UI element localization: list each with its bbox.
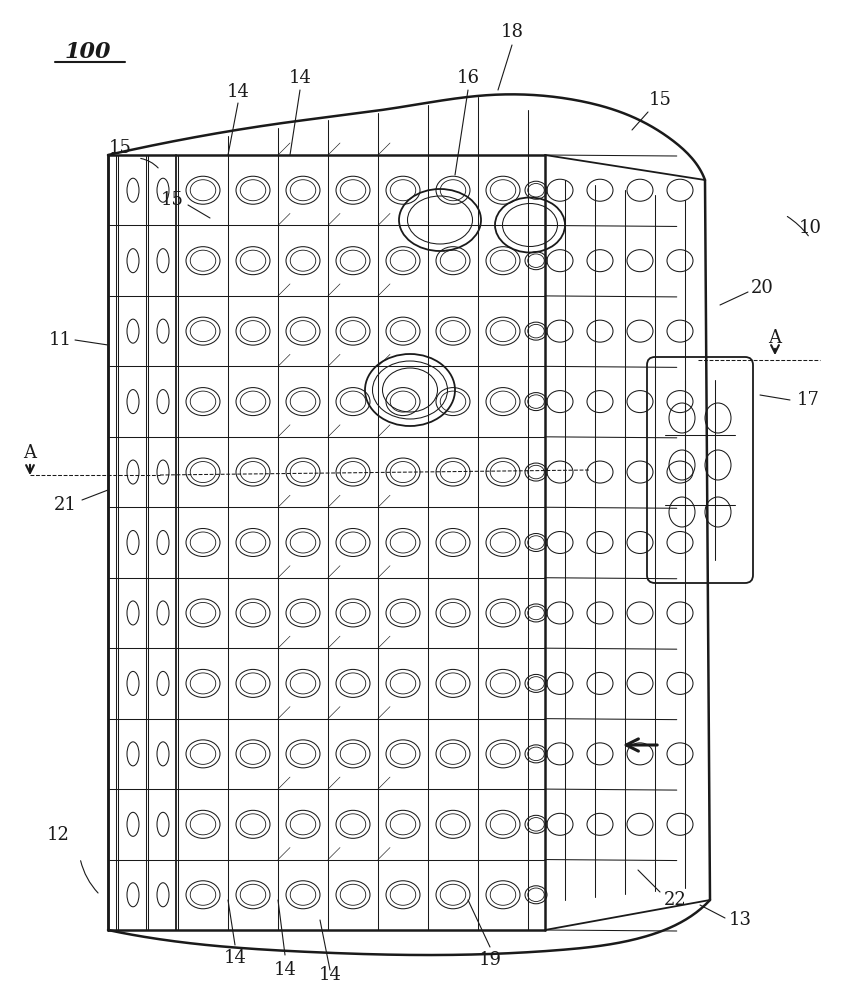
Text: 10: 10 [799, 219, 821, 237]
Text: 17: 17 [796, 391, 819, 409]
Text: A: A [23, 444, 37, 462]
Text: 100: 100 [64, 41, 112, 63]
Text: 15: 15 [109, 139, 131, 157]
Text: 20: 20 [751, 279, 773, 297]
Text: 14: 14 [224, 949, 246, 967]
Text: 14: 14 [318, 966, 341, 984]
Text: A: A [769, 329, 782, 347]
Text: 14: 14 [288, 69, 311, 87]
Text: 16: 16 [456, 69, 480, 87]
Text: 15: 15 [160, 191, 184, 209]
Text: 11: 11 [49, 331, 71, 349]
Text: 14: 14 [227, 83, 250, 101]
Text: 21: 21 [53, 496, 76, 514]
Text: 22: 22 [663, 891, 686, 909]
Text: 12: 12 [46, 826, 69, 844]
Text: 18: 18 [500, 23, 523, 41]
Text: 19: 19 [479, 951, 501, 969]
Text: 14: 14 [274, 961, 296, 979]
Text: 15: 15 [649, 91, 672, 109]
Text: 13: 13 [728, 911, 752, 929]
